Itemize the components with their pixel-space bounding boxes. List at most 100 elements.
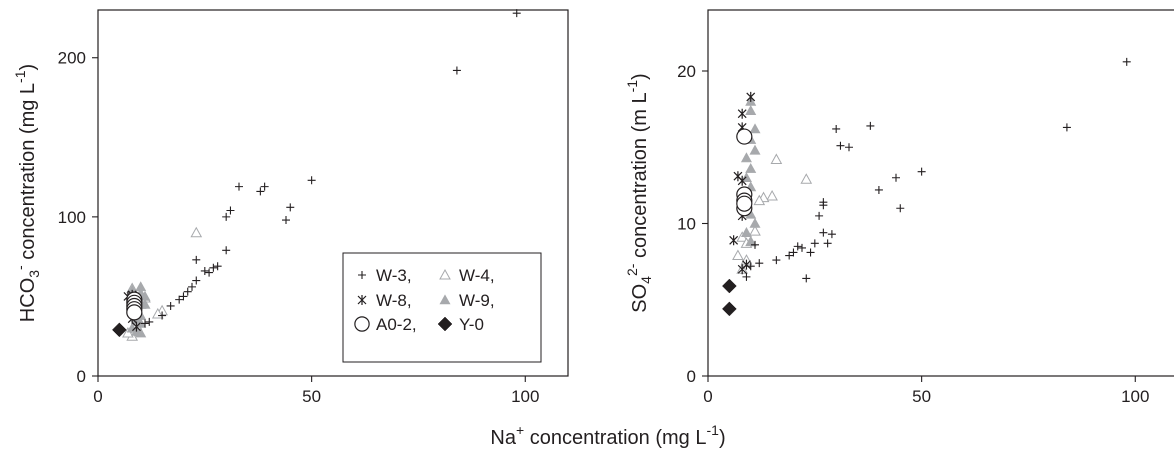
legend-items: W-3, W-4, W-8, W-9, A0-2, Y-0	[354, 266, 495, 334]
point-w-9	[740, 152, 752, 163]
point-w-3	[141, 319, 149, 328]
point-w-3	[751, 240, 759, 249]
point-w-3	[802, 274, 811, 283]
point-w-8	[737, 264, 747, 275]
point-w-4	[766, 190, 778, 201]
legend-label: W-3,	[376, 266, 412, 285]
plot-frame-hco3	[97, 9, 569, 377]
point-w-3	[260, 182, 269, 191]
point-w-3	[192, 255, 201, 264]
point-w-4	[753, 194, 766, 206]
ticks-hco3: 0 50 100 0 100 200	[58, 49, 540, 406]
plot-frame-so4	[707, 9, 1174, 377]
point-w-4	[800, 173, 813, 184]
point-w-3	[183, 287, 192, 296]
x-tick-label: 100	[511, 387, 539, 406]
point-w-4	[190, 226, 203, 238]
panel-hco3: 0 50 100 0 100 200 HCO3- concentration (mg L-…	[12, 9, 569, 406]
y-tick-label: 200	[58, 49, 86, 68]
x-tick-label: 0	[93, 387, 102, 406]
y-tick-label: 20	[677, 62, 696, 81]
y-tick-label: 0	[77, 367, 86, 386]
point-w-9	[749, 217, 761, 228]
point-w-3	[512, 9, 521, 18]
point-w-9	[745, 162, 757, 173]
legend-entry: W-9,	[439, 291, 495, 310]
point-a0-2	[126, 304, 143, 321]
legend-label: A0-2,	[376, 315, 417, 334]
point-w-3	[874, 185, 883, 194]
point-w-8	[729, 235, 739, 246]
point-w-9	[749, 123, 761, 134]
point-w-3	[213, 262, 222, 271]
point-w-3	[866, 121, 875, 130]
x-tick-label: 50	[912, 387, 931, 406]
point-w-3	[209, 263, 218, 272]
ticks-so4: 0 50 100 0 10 20	[677, 62, 1149, 406]
point-w-3	[772, 256, 781, 265]
point-w-3	[819, 201, 828, 210]
legend-label: W-4,	[459, 266, 495, 285]
point-w-4	[770, 153, 783, 164]
point-w-3	[896, 204, 905, 213]
point-w-3	[755, 259, 764, 268]
point-w-9	[745, 236, 757, 247]
point-w-3	[235, 182, 243, 191]
legend-entry: W-8,	[357, 291, 412, 310]
legend-marker	[354, 316, 370, 332]
legend-label: W-8,	[376, 291, 412, 310]
point-w-3	[742, 272, 751, 281]
point-w-3	[823, 239, 832, 248]
legend-marker	[358, 271, 366, 279]
panel-so4: 0 50 100 0 10 20 SO42- concentration (m L-1)	[624, 9, 1174, 406]
point-w-9	[749, 144, 761, 155]
marks-so4	[722, 57, 1131, 317]
shared-xlabel: Na+ concentration (mg L-1)	[490, 422, 725, 449]
point-w-3	[810, 239, 819, 248]
point-w-4	[749, 225, 761, 236]
point-w-9	[139, 298, 151, 309]
point-y-0	[722, 301, 737, 317]
point-w-3	[222, 212, 231, 221]
point-w-3	[256, 187, 265, 196]
legend-entry: W-3,	[358, 266, 412, 285]
legend-marker	[439, 294, 451, 305]
point-w-3	[166, 301, 175, 310]
y-tick-label: 10	[677, 215, 696, 234]
point-w-3	[806, 248, 815, 257]
point-w-3	[798, 243, 806, 252]
point-w-8	[132, 321, 141, 332]
point-w-3	[1062, 123, 1071, 132]
point-w-3	[188, 282, 196, 291]
point-w-3	[158, 311, 167, 320]
point-w-8	[737, 175, 747, 186]
point-w-3	[917, 167, 926, 176]
point-w-3	[282, 216, 290, 225]
point-w-3	[793, 242, 802, 251]
point-w-3	[452, 66, 461, 75]
point-w-9	[745, 105, 757, 115]
ylabel-hco3: HCO3- concentration (mg L-1)	[12, 64, 42, 322]
ylabel-so4: SO42- concentration (m L-1)	[624, 73, 654, 312]
point-w-3	[892, 173, 900, 182]
point-y-0	[112, 322, 127, 338]
point-a0-2	[736, 128, 753, 145]
point-y-0	[722, 278, 737, 294]
point-w-3	[145, 317, 154, 326]
legend-entry: W-4,	[439, 266, 495, 285]
point-w-3	[1122, 57, 1131, 66]
point-w-3	[815, 211, 824, 220]
point-w-4	[732, 249, 744, 261]
point-w-3	[827, 230, 836, 239]
point-w-9	[135, 327, 147, 338]
legend-entry: A0-2,	[354, 315, 417, 334]
x-tick-label: 0	[703, 387, 712, 406]
point-w-3	[819, 228, 828, 237]
point-w-3	[226, 206, 235, 215]
point-w-3	[845, 143, 853, 152]
point-w-3	[175, 295, 184, 304]
point-w-3	[205, 268, 214, 277]
point-w-3	[832, 124, 841, 133]
point-w-3	[785, 251, 794, 260]
